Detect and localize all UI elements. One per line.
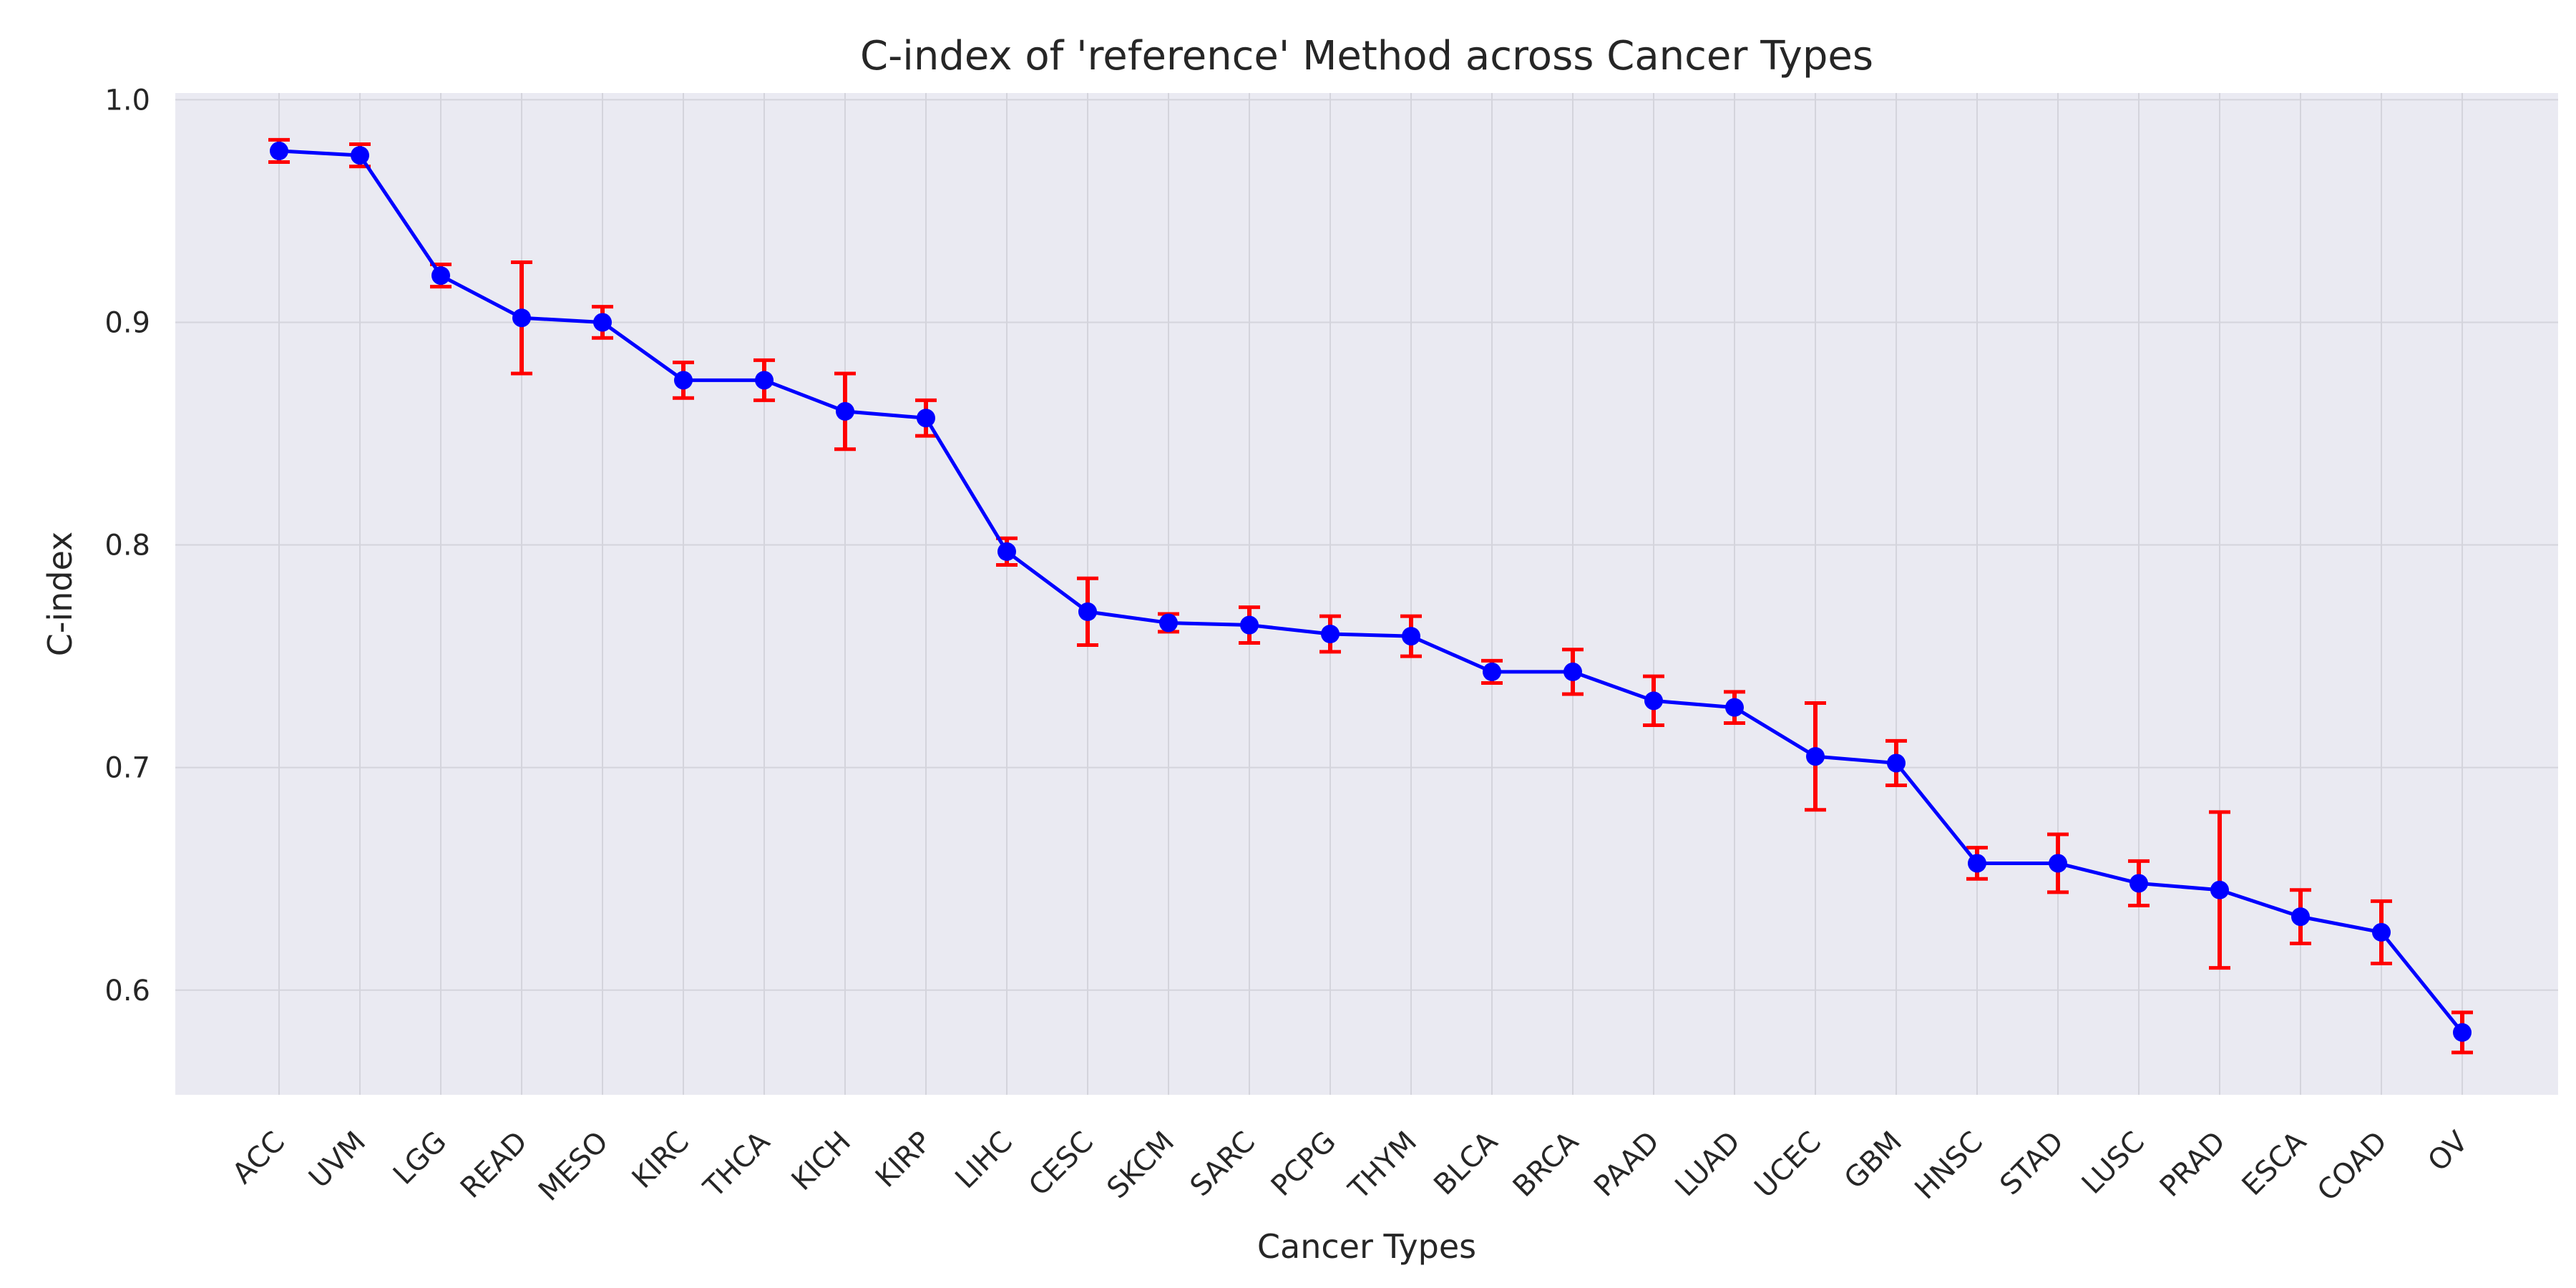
data-point: [2049, 854, 2067, 873]
data-point: [1402, 627, 1420, 646]
x-tick-label: LUSC: [2076, 1126, 2151, 1201]
data-point: [512, 308, 531, 328]
data-point: [674, 371, 693, 390]
data-point: [431, 266, 450, 286]
data-point: [917, 409, 935, 428]
data-point: [997, 542, 1016, 561]
x-tick-label: MESO: [532, 1126, 615, 1208]
data-point: [2453, 1023, 2472, 1042]
x-tick-label: HNSC: [1908, 1126, 1989, 1206]
x-axis-label: Cancer Types: [1257, 1227, 1476, 1266]
data-point: [2129, 874, 2148, 893]
x-tick-label: BRCA: [1507, 1125, 1586, 1204]
x-tick-label: PRAD: [2154, 1126, 2232, 1204]
plot-area: [175, 93, 2558, 1095]
x-tick-label: COAD: [2311, 1126, 2394, 1208]
x-tick-label: UVM: [303, 1126, 372, 1195]
x-tick-label: BLCA: [1428, 1125, 1504, 1201]
x-tick-label: SKCM: [1101, 1126, 1181, 1206]
y-tick-label: 0.7: [104, 752, 150, 785]
data-point: [1483, 662, 1501, 681]
series-line-group: [278, 149, 2464, 1034]
x-tick-label: UCEC: [1748, 1126, 1828, 1205]
data-point: [1644, 691, 1663, 711]
data-point: [2210, 880, 2229, 899]
y-tick-label: 0.9: [104, 306, 150, 339]
data-point: [1078, 602, 1097, 621]
data-point: [1887, 753, 1906, 773]
x-tick-label: ACC: [226, 1126, 291, 1191]
x-tick-label: CESC: [1023, 1126, 1100, 1203]
data-point: [351, 146, 369, 165]
x-tick-label: GBM: [1838, 1126, 1908, 1196]
x-tick-label: PAAD: [1588, 1126, 1666, 1204]
x-tick-label: ESCA: [2236, 1125, 2313, 1202]
x-tick-label: LIHC: [949, 1126, 1019, 1196]
data-points: [270, 141, 2472, 1042]
x-tick-label: KIRC: [626, 1126, 696, 1195]
y-tick-label: 0.8: [104, 530, 150, 562]
y-axis-label: C-index: [41, 532, 79, 657]
data-point: [2372, 922, 2391, 942]
x-tick-label: THCA: [697, 1125, 776, 1204]
x-tick-label: KICH: [786, 1126, 857, 1197]
y-tick-label: 1.0: [104, 84, 150, 117]
chart-title: C-index of 'reference' Method across Can…: [860, 33, 1873, 79]
data-point: [2291, 907, 2310, 927]
data-point: [836, 401, 854, 421]
x-tick-label: KIRP: [869, 1126, 938, 1194]
data-point: [1321, 625, 1340, 643]
data-point: [270, 141, 288, 160]
x-tick-label: STAD: [1994, 1126, 2070, 1202]
data-point: [1563, 662, 1582, 681]
data-point: [1159, 613, 1178, 633]
data-point: [1806, 747, 1825, 766]
x-tick-label: OV: [2421, 1125, 2474, 1178]
series-line: [278, 149, 2464, 1034]
x-tick-label: LGG: [387, 1126, 453, 1191]
x-tick-label: PCPG: [1265, 1126, 1342, 1203]
grid: [175, 93, 2558, 1095]
data-point: [1725, 698, 1744, 717]
y-tick-label: 0.6: [104, 975, 150, 1008]
x-tick-label: SARC: [1184, 1126, 1262, 1203]
y-tick-labels: 0.6 0.7 0.8 0.9 1.0: [104, 84, 150, 1007]
x-tick-label: LUAD: [1669, 1126, 1747, 1204]
x-tick-label: READ: [454, 1126, 534, 1205]
data-point: [1968, 854, 1986, 873]
data-point: [755, 371, 774, 390]
data-point: [593, 313, 612, 332]
x-tick-label: THYM: [1342, 1126, 1423, 1206]
data-point: [1240, 615, 1259, 635]
